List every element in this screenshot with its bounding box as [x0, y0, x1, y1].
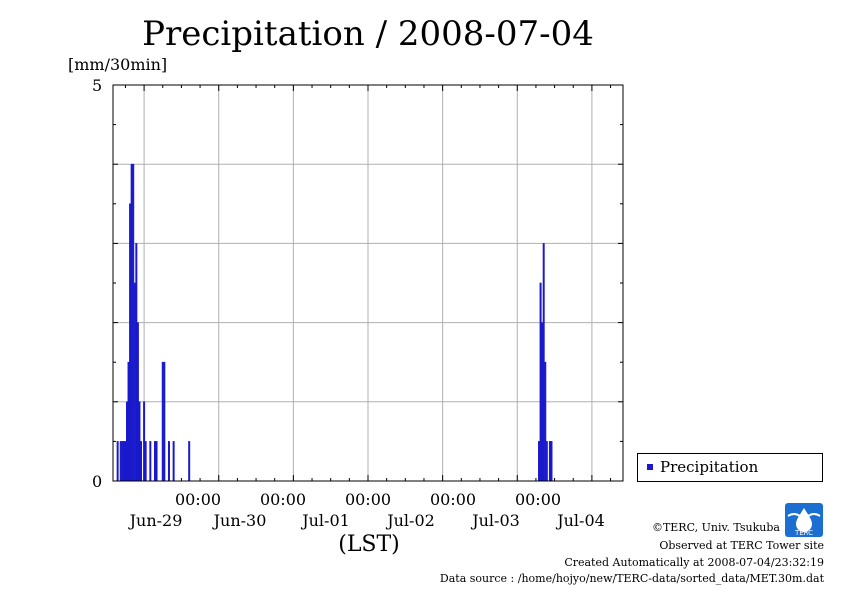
x-tick-date-label: Jul-04: [557, 511, 605, 530]
x-tick-date-label: Jun-29: [129, 511, 183, 530]
legend-swatch: [647, 464, 653, 470]
precipitation-bar: [124, 441, 127, 482]
x-tick-date-label: Jul-02: [387, 511, 435, 530]
precipitation-bar: [163, 361, 166, 482]
precipitation-bar: [125, 401, 128, 482]
precipitation-bar: [548, 441, 551, 482]
water-drop-icon: [796, 508, 812, 532]
x-tick-time-label: 00:00: [174, 490, 222, 509]
credit-created: Created Automatically at 2008-07-04/23:3…: [564, 556, 824, 569]
y-tick-label-max: 5: [92, 76, 103, 95]
x-tick-date-label: Jun-30: [213, 511, 267, 530]
legend-label: Precipitation: [660, 458, 759, 476]
precipitation-bar: [130, 163, 133, 482]
terc-logo: TERC: [785, 503, 823, 537]
precipitation-bar: [155, 441, 158, 482]
precipitation-bar: [538, 441, 541, 482]
credit-copyright: ©TERC, Univ. Tsukuba: [651, 521, 780, 534]
x-tick-date-label: Jul-03: [472, 511, 520, 530]
precipitation-bar: [539, 282, 542, 482]
precipitation-bar: [545, 441, 548, 482]
precipitation-bar: [542, 243, 545, 482]
precipitation-bar: [138, 401, 141, 482]
precipitation-bar: [121, 441, 124, 482]
precipitation-bar: [550, 441, 553, 482]
precipitation-bar: [129, 203, 132, 482]
logo-text: TERC: [794, 529, 813, 537]
precipitation-bar: [116, 441, 119, 482]
precipitation-bar: [161, 361, 164, 482]
y-tick-label-min: 0: [92, 472, 103, 491]
precipitation-bar: [133, 282, 136, 482]
precipitation-bar: [119, 441, 122, 482]
precipitation-bar: [149, 441, 152, 482]
y-axis-unit-label: [mm/30min]: [68, 55, 168, 74]
precipitation-bar: [153, 441, 156, 482]
precipitation-bar: [136, 322, 139, 482]
x-tick-time-label: 00:00: [514, 490, 562, 509]
precipitation-bar: [127, 361, 130, 482]
x-tick-time-label: 00:00: [259, 490, 307, 509]
plot-frame: [112, 84, 624, 482]
legend: Precipitation: [637, 453, 823, 482]
wave-icon: [787, 513, 821, 517]
credit-source: Data source : /home/hojyo/new/TERC-data/…: [439, 572, 824, 585]
x-tick-date-label: Jul-01: [302, 511, 350, 530]
precipitation-bar: [143, 401, 146, 482]
precipitation-bar: [135, 243, 138, 482]
credit-site: Observed at TERC Tower site: [659, 539, 824, 552]
precipitation-bar: [122, 441, 125, 482]
precipitation-bar: [188, 441, 191, 482]
precipitation-bar: [144, 441, 147, 482]
x-tick-time-label: 00:00: [429, 490, 477, 509]
chart-title: Precipitation / 2008-07-04: [142, 14, 594, 54]
x-axis-label: (LST): [338, 532, 400, 557]
precipitation-bar: [172, 441, 175, 482]
precipitation-bar: [544, 361, 547, 482]
precipitation-bar: [139, 441, 142, 482]
x-tick-time-label: 00:00: [344, 490, 392, 509]
precipitation-bar: [132, 163, 135, 482]
precipitation-bar: [167, 441, 170, 482]
precipitation-bar: [541, 322, 544, 482]
